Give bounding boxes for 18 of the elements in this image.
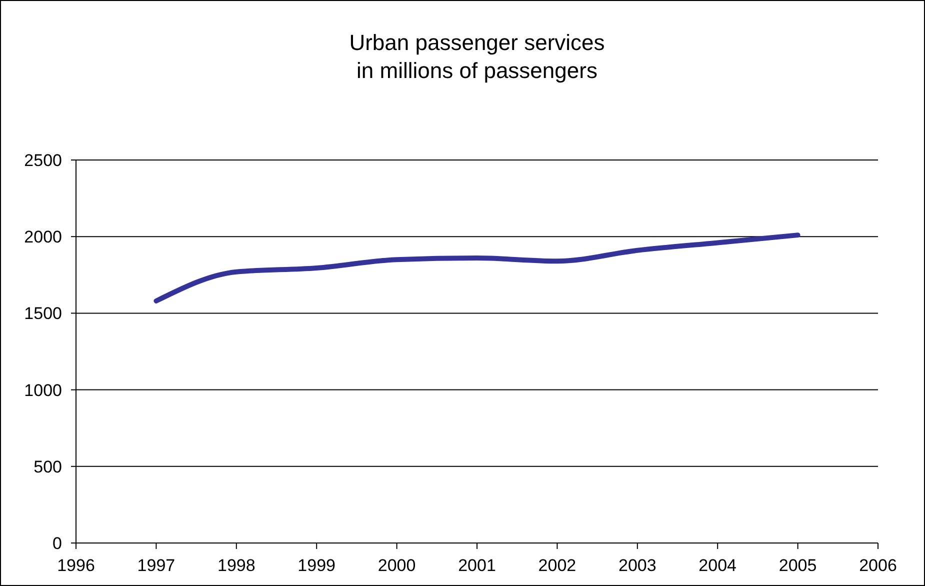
y-tick-label: 2000 — [24, 228, 62, 247]
x-tick-label: 1998 — [217, 556, 256, 575]
y-tick-label: 1000 — [24, 380, 62, 400]
x-tick-label: 2000 — [378, 556, 416, 575]
y-tick-label: 500 — [34, 457, 62, 476]
x-tick-label: 2001 — [458, 556, 496, 575]
x-tick-label: 1999 — [298, 556, 336, 575]
x-tick-label: 2006 — [859, 556, 897, 575]
x-tick-label: 1997 — [137, 556, 176, 575]
y-tick-label: 0 — [52, 534, 62, 553]
chart-title: Urban passenger services in millions of passengers — [349, 30, 605, 83]
x-tick-label: 1996 — [57, 556, 95, 575]
x-tick-label: 2004 — [698, 556, 737, 575]
y-tick-label: 2500 — [24, 150, 62, 170]
x-tick-label: 2002 — [538, 556, 576, 575]
x-tick-label: 2003 — [618, 556, 656, 575]
y-tick-label: 1500 — [24, 304, 62, 324]
x-tick-label: 2005 — [778, 556, 817, 575]
